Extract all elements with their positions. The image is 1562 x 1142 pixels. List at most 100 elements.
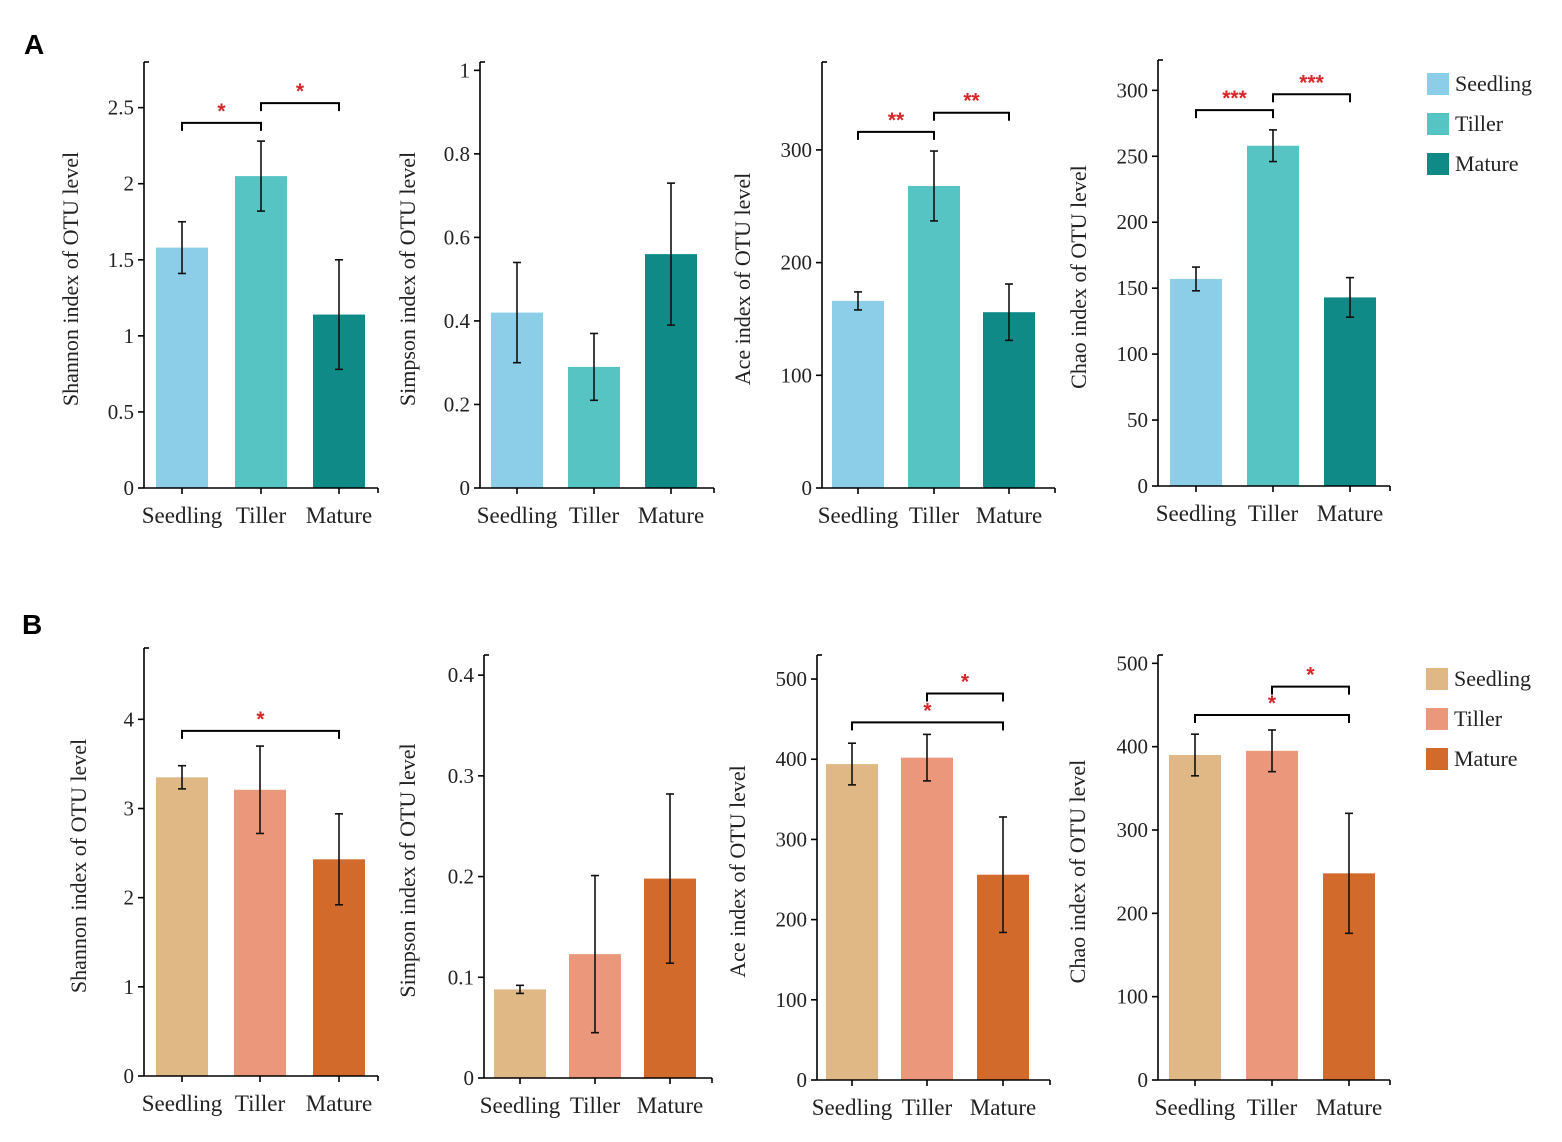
x-tick-label-mature: Mature [1316,1095,1382,1120]
y-tick-label: 400 [776,747,808,771]
significance-label: * [256,708,265,731]
y-tick-label: 0 [1138,474,1149,498]
bar-seedling [156,777,208,1076]
bar-seedling [156,247,208,488]
y-axis-label: Simpson index of OTU level [395,743,420,997]
y-tick-label: 150 [1117,276,1149,300]
significance-bracket [1194,714,1350,723]
significance-label: *** [1299,71,1324,94]
charts: 0 0.5 1 1.5 2 2.5 Seedling Tiller Mature Shannon … [58,58,1391,1120]
bar-seedling [832,300,884,488]
chart-5: 0 1 2 3 4 Seedling Tiller Mature Shannon index o… [66,647,379,1116]
significance-label: * [1268,692,1277,715]
x-tick-label-tiller: Tiller [570,1093,621,1118]
legend-b-label-seedling: Seedling [1454,666,1531,691]
bar-mature [983,312,1035,488]
y-axis-label: Shannon index of OTU level [58,152,83,406]
y-tick-label: 300 [781,138,813,162]
chart-1: 0 0.5 1 1.5 2 2.5 Seedling Tiller Mature Shannon … [58,61,379,528]
chart-8: 0 100 200 300 400 500 Seedling Tiller Mature Chao… [1065,651,1391,1120]
x-tick-label-mature: Mature [1317,501,1383,526]
y-tick-label: 0.5 [108,400,134,424]
y-tick-label: 0.4 [444,309,471,333]
y-axis-label: Simpson index of OTU level [395,152,420,406]
x-tick-label-tiller: Tiller [902,1095,953,1120]
y-tick-label: 100 [776,988,808,1012]
y-tick-label: 500 [776,667,808,691]
significance-label: ** [963,90,980,113]
y-tick-label: 0 [124,476,135,500]
bar-seedling [826,764,878,1080]
significance-bracket [926,692,1004,702]
legend-b-label-mature: Mature [1454,746,1518,771]
y-tick-label: 0.2 [448,865,474,889]
chart-3: 0 100 200 300 Seedling Tiller Mature Ace index … [730,61,1056,528]
significance-bracket [1195,109,1274,119]
panel-letter-b: B [22,609,42,640]
bar-seedling [1169,755,1221,1080]
y-tick-label: 0 [124,1064,135,1088]
legend-b-swatch-tiller [1426,708,1448,730]
x-tick-label-mature: Mature [638,503,704,528]
y-tick-label: 2 [124,886,135,910]
bar-tiller [908,185,960,488]
bar-seedling [1170,278,1222,486]
x-tick-label-mature: Mature [976,503,1042,528]
x-tick-label-seedling: Seedling [142,1091,223,1116]
y-tick-label: 0 [460,476,471,500]
y-axis-label: Ace index of OTU level [725,765,750,978]
x-tick-label-mature: Mature [970,1095,1036,1120]
chart-7: 0 100 200 300 400 500 Seedling Tiller Mature Ace … [725,654,1051,1120]
x-tick-label-tiller: Tiller [909,503,960,528]
legend-a-label-tiller: Tiller [1455,111,1504,136]
bar-tiller [1247,145,1299,487]
y-tick-label: 0 [1138,1068,1149,1092]
y-tick-label: 0 [464,1066,475,1090]
significance-bracket [851,721,1004,731]
x-tick-label-seedling: Seedling [1155,1095,1236,1120]
y-axis-label: Chao index of OTU level [1065,760,1090,984]
chart-4: 0 50 100 150 200 250 300 Seedling Tiller Mature Ch… [1066,59,1391,526]
x-tick-label-seedling: Seedling [477,503,558,528]
legend-a: Seedling Tiller Mature [1427,71,1532,176]
y-tick-label: 0.8 [444,142,470,166]
bar-tiller [901,757,953,1080]
significance-bracket [260,102,340,112]
y-tick-label: 1 [124,324,135,348]
x-tick-label-mature: Mature [306,503,372,528]
y-tick-label: 4 [124,707,135,731]
x-tick-label-seedling: Seedling [1156,501,1237,526]
bar-tiller [1246,750,1298,1080]
bar-mature [1324,297,1376,486]
bar-tiller [234,789,286,1076]
legend-b: Seedling Tiller Mature [1426,666,1531,771]
y-tick-label: 200 [1117,210,1149,234]
x-tick-label-mature: Mature [637,1093,703,1118]
y-tick-label: 2.5 [108,96,134,120]
y-tick-label: 2 [124,172,135,196]
y-tick-label: 0.2 [444,392,470,416]
y-tick-label: 0.6 [444,225,470,249]
y-tick-label: 400 [1117,735,1149,759]
y-tick-label: 1 [460,58,471,82]
x-tick-label-seedling: Seedling [818,503,899,528]
legend-b-swatch-seedling [1426,668,1448,690]
y-tick-label: 0.1 [448,965,474,989]
y-tick-label: 1 [124,975,135,999]
chart-2: 0 0.2 0.4 0.6 0.8 1 Seedling Tiller Mature Simpso… [395,58,715,528]
x-tick-label-tiller: Tiller [569,503,620,528]
x-tick-label-tiller: Tiller [1248,501,1299,526]
x-tick-label-seedling: Seedling [480,1093,561,1118]
significance-label: * [923,699,932,722]
x-tick-label-tiller: Tiller [236,503,287,528]
y-tick-label: 100 [1117,342,1149,366]
chart-6: 0 0.1 0.2 0.3 0.4 Seedling Tiller Mature Simpson… [395,654,713,1118]
significance-bracket [857,130,935,140]
y-tick-label: 200 [781,251,813,275]
legend-a-swatch-tiller [1427,113,1449,135]
x-tick-label-seedling: Seedling [812,1095,893,1120]
significance-label: * [217,100,226,123]
legend-a-swatch-mature [1427,153,1449,175]
bar-tiller [235,176,287,488]
